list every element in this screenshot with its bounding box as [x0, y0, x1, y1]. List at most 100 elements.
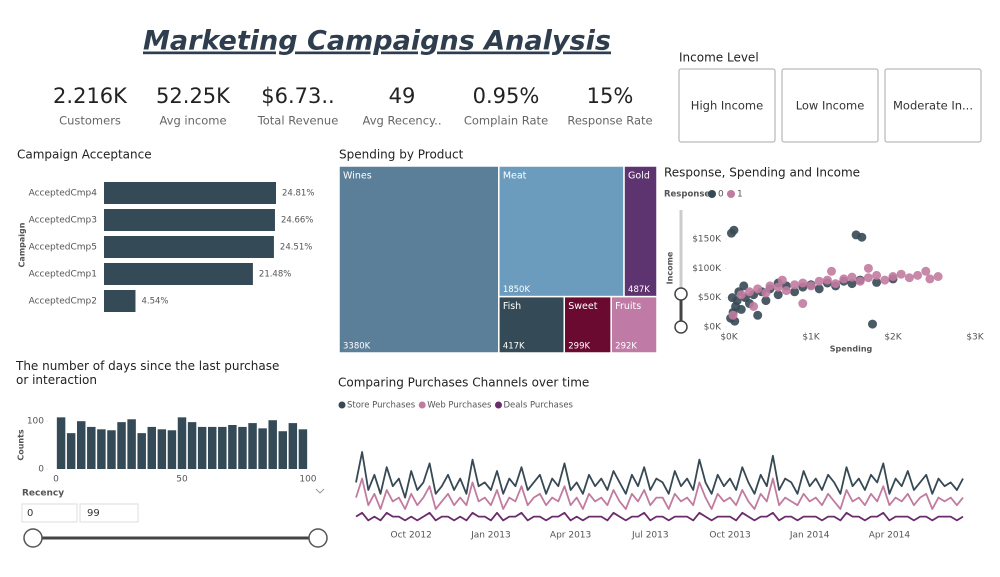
x-tick-label: Jan 2014: [789, 531, 830, 541]
legend-marker: [418, 401, 426, 409]
x-tick-label: Oct 2012: [391, 531, 432, 541]
slicer-button[interactable]: [781, 68, 879, 143]
legend-marker: [494, 401, 502, 409]
histogram-bar: [56, 417, 66, 469]
treemap-tile: [498, 295, 566, 354]
scatter-point: [888, 272, 898, 282]
scatter-point: [736, 304, 746, 314]
treemap-tile: [623, 165, 658, 298]
scatter-point: [773, 290, 783, 300]
range-max[interactable]: 99: [87, 508, 100, 519]
histogram-bar: [87, 426, 96, 469]
kpi-value: 52.25K: [156, 84, 231, 108]
bar: [104, 263, 253, 285]
data-label: 24.66%: [281, 216, 313, 226]
data-label: 24.51%: [280, 243, 312, 253]
slider-handle[interactable]: [674, 287, 688, 301]
histogram-bar: [248, 423, 257, 469]
legend-marker: [338, 401, 346, 409]
y-tick-label: 100: [27, 417, 44, 427]
scatter-point: [896, 269, 906, 279]
x-tick-label: Apr 2014: [869, 531, 911, 541]
histogram-bar: [97, 429, 106, 469]
line-series: [355, 477, 964, 510]
y-tick-label: $100K: [692, 264, 722, 274]
slicer-option[interactable]: Low Income: [796, 99, 865, 113]
line-series: [355, 511, 964, 522]
y-tick-label: AcceptedCmp1: [29, 270, 97, 280]
scatter-point: [729, 225, 739, 235]
legend-label: Deals Purchases: [503, 401, 573, 411]
tile-value: 417K: [503, 342, 525, 352]
legend-label: 1: [737, 190, 743, 200]
scatter-point: [839, 274, 849, 284]
histogram-bar: [187, 422, 197, 469]
range-input[interactable]: [21, 503, 78, 523]
scatter-point: [904, 273, 914, 283]
scatter-point: [814, 276, 824, 286]
tile-value: 1850K: [503, 285, 531, 295]
range-input[interactable]: [79, 503, 139, 523]
scatter-point: [777, 275, 787, 285]
histogram-bar: [167, 430, 177, 469]
scatter-point: [863, 273, 873, 283]
legend-label: 0: [718, 190, 724, 200]
histogram-bar: [228, 425, 237, 469]
treemap-tile: [610, 295, 658, 354]
slicer-option[interactable]: Moderate In...: [893, 99, 973, 113]
histogram-bar: [197, 426, 207, 469]
y-tick-label: $150K: [692, 235, 722, 245]
slicer-option[interactable]: High Income: [691, 99, 763, 113]
scatter-point: [765, 281, 775, 291]
scatter-point: [863, 263, 873, 273]
tile-label: Fruits: [615, 301, 641, 312]
scatter-point: [790, 287, 800, 297]
y-tick-label: 0: [38, 465, 44, 475]
dropdown-chevron[interactable]: [315, 488, 325, 494]
tile-label: Gold: [628, 171, 650, 182]
legend-label: Web Purchases: [427, 401, 492, 411]
scatter-point: [933, 272, 943, 282]
scatter-point: [831, 279, 841, 289]
slider-handle[interactable]: [674, 320, 688, 334]
scatter-point: [773, 282, 783, 292]
x-tick-label: $3K: [966, 333, 984, 343]
scatter-point: [925, 274, 935, 284]
x-tick-label: $1K: [802, 333, 820, 343]
histogram-bar: [137, 433, 146, 469]
scatter-point: [872, 270, 882, 280]
scatter-point: [822, 275, 832, 285]
y-tick-label: $50K: [698, 293, 722, 303]
scatter-point: [814, 284, 824, 294]
scatter-point: [855, 276, 865, 286]
x-tick-label: 50: [176, 475, 188, 485]
scatter-point: [921, 266, 931, 276]
histogram-bar: [288, 423, 298, 469]
kpi-value: $6.73..: [261, 84, 334, 108]
chart-title: Spending by Product: [339, 148, 464, 162]
scatter-point: [761, 288, 771, 298]
slicer-button[interactable]: [678, 68, 776, 143]
scatter-point: [868, 319, 877, 329]
histogram-bar: [258, 428, 267, 469]
bar: [104, 209, 275, 231]
bar: [104, 236, 274, 258]
scatter-point: [827, 266, 836, 276]
treemap-tile: [338, 165, 500, 354]
scatter-point: [736, 290, 746, 300]
slicer-button[interactable]: [884, 68, 982, 143]
chart-title: Campaign Acceptance: [17, 148, 152, 162]
x-tick-label: $0K: [720, 333, 738, 343]
axis-label: Counts: [17, 429, 26, 461]
range-handle[interactable]: [23, 528, 43, 548]
x-tick-label: Apr 2013: [550, 531, 591, 541]
axis-label: Campaign: [18, 222, 27, 267]
line-series: [355, 451, 964, 499]
y-tick-label: AcceptedCmp4: [29, 189, 98, 199]
tile-label: Fish: [503, 301, 521, 312]
scatter-point: [806, 281, 816, 291]
range-min[interactable]: 0: [27, 508, 33, 519]
range-handle[interactable]: [308, 528, 328, 548]
legend-label: Store Purchases: [347, 401, 416, 411]
x-tick-label: Jan 2013: [470, 531, 511, 541]
